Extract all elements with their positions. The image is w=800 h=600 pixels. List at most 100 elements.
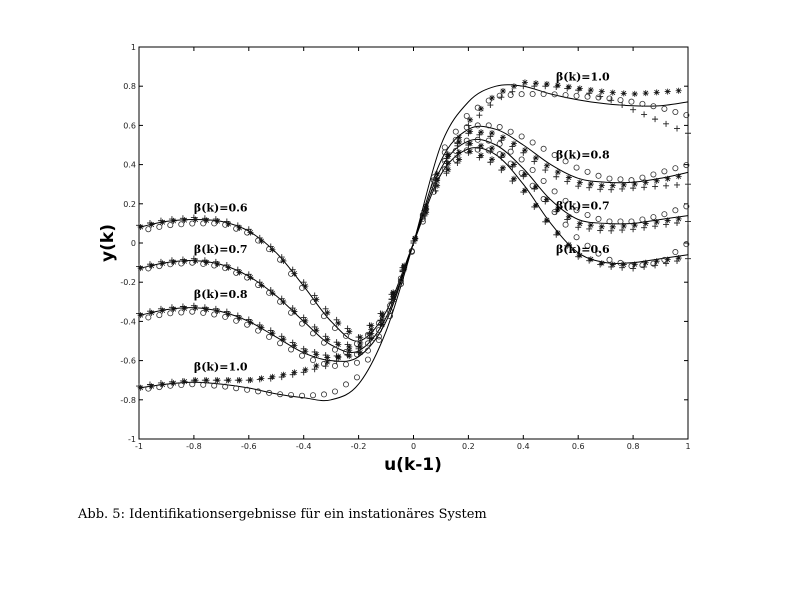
series-3-label-left: β(k)=0.8 [194,288,248,301]
series-4-star-point [565,83,572,90]
series-4-star-point [225,377,232,384]
series-4-plus-point [465,122,472,129]
series-3-circle-point [584,168,591,175]
series-3-circle-point [244,321,251,328]
series-2-circle-point [299,320,306,327]
x-tick-label: -0.8 [186,442,202,451]
series-3-circle-point [222,313,229,320]
series-1-star-point [159,219,166,226]
series-4-star-point [532,80,539,87]
series-4-star-point [313,362,320,369]
series-4-plus-point [443,158,450,165]
series-4-plus-point [421,210,428,217]
series-3-circle-point [353,359,360,366]
series-4-plus-point [454,140,461,147]
series-4-star-point [236,377,243,384]
series-3-circle-point [595,172,602,179]
series-1-star-point [510,175,517,182]
series-4-circle-point [321,391,328,398]
series-4-star-point [642,90,649,97]
series-3-star-point [258,324,265,331]
series-4-star-point [489,94,496,101]
series-1-star-point [653,258,660,265]
series-1-star-point [192,216,199,223]
series-4-star-point [543,80,550,87]
series-3-star-point [291,342,298,349]
series-1-star-point [137,223,144,230]
series-2-star-point [609,223,616,230]
series-4-circle-point [606,95,613,102]
x-tick-label: 0.2 [462,442,475,451]
x-tick-label: -0.2 [351,442,367,451]
x-tick-label: 0.8 [627,442,640,451]
series-3-star-point [247,319,254,326]
series-1-star-point [280,257,287,264]
series-4-star-point [280,371,287,378]
series-4-star-point [302,366,309,373]
series-4-plus-point [531,83,538,90]
series-3-star-point [576,179,583,186]
series-4-plus-point [674,125,681,132]
series-3-star-point [236,315,243,322]
series-4-circle-point [255,388,262,395]
y-axis-label: y(k) [98,224,118,262]
series-4-plus-point [630,106,637,113]
axis-ticks: -1 -0.8 -0.6 -0.4 -0.2 0 0.2 0.4 0.6 0.8 1 -1 -0.8 -0… [120,43,690,451]
series-2-star-point [620,223,627,230]
series-3-plus-point [652,183,659,190]
series-1-circle-point [485,147,492,154]
series-4-circle-point [211,382,218,389]
series-1-star-point [543,217,550,224]
series-2-circle-point [628,218,635,225]
series-1-circle-point [321,313,328,320]
series-2-circle-point [189,259,196,266]
series-1-star-point [532,202,539,209]
series-2-star-point [225,264,232,271]
series-4-plus-point [487,102,494,109]
series-2-circle-point [452,147,459,154]
series-1-circle-point [518,169,525,176]
series-1-star-point [368,322,375,329]
series-4-circle-point [310,392,317,399]
series-2-star-point [269,290,276,297]
series-1-star-point [565,241,572,248]
series-2-star-point [280,299,287,306]
series-3-circle-point [288,346,295,353]
y-tick-label: 0.4 [123,161,136,170]
series-1-star-point [170,217,177,224]
series-2-star-point [478,142,485,149]
series-2-plus-point [487,148,494,155]
series-4-plus-point [256,376,263,383]
series-4-star-point [269,373,276,380]
series-2-star-point [192,257,199,264]
series-3-star-point [379,321,386,328]
series-1-circle-point [617,259,624,266]
series-2-circle-point [364,340,371,347]
series-4-star-point [401,263,408,270]
series-1-label-left: β(k)=0.6 [194,202,248,215]
series-1-star-point [456,156,463,163]
series-1-star-point [148,221,155,228]
series-2-star-point [543,196,550,203]
series-1-circle-point [310,299,317,306]
series-3-star-point [357,349,364,356]
series-2-star-point [137,265,144,272]
series-4-plus-point [685,130,691,137]
series-3-circle-point [518,133,525,140]
series-4-star-point [181,378,188,385]
series-2-star-point [236,269,243,276]
series-2-plus-point [685,218,691,225]
series-2-star-point [532,183,539,190]
series-3-star-point [631,180,638,187]
series-4-circle-point [419,211,426,218]
series-1-circle-point [683,241,690,248]
series-2-circle-point [463,137,470,144]
series-4-plus-point [432,181,439,188]
series-4-circle-point [375,337,382,344]
series-4-circle-point [277,391,284,398]
series-3-circle-point [310,357,317,364]
series-3-star-point [521,147,528,154]
series-2-circle-point [551,188,558,195]
series-3-circle-point [606,175,613,182]
series-3-circle-point [200,309,207,316]
